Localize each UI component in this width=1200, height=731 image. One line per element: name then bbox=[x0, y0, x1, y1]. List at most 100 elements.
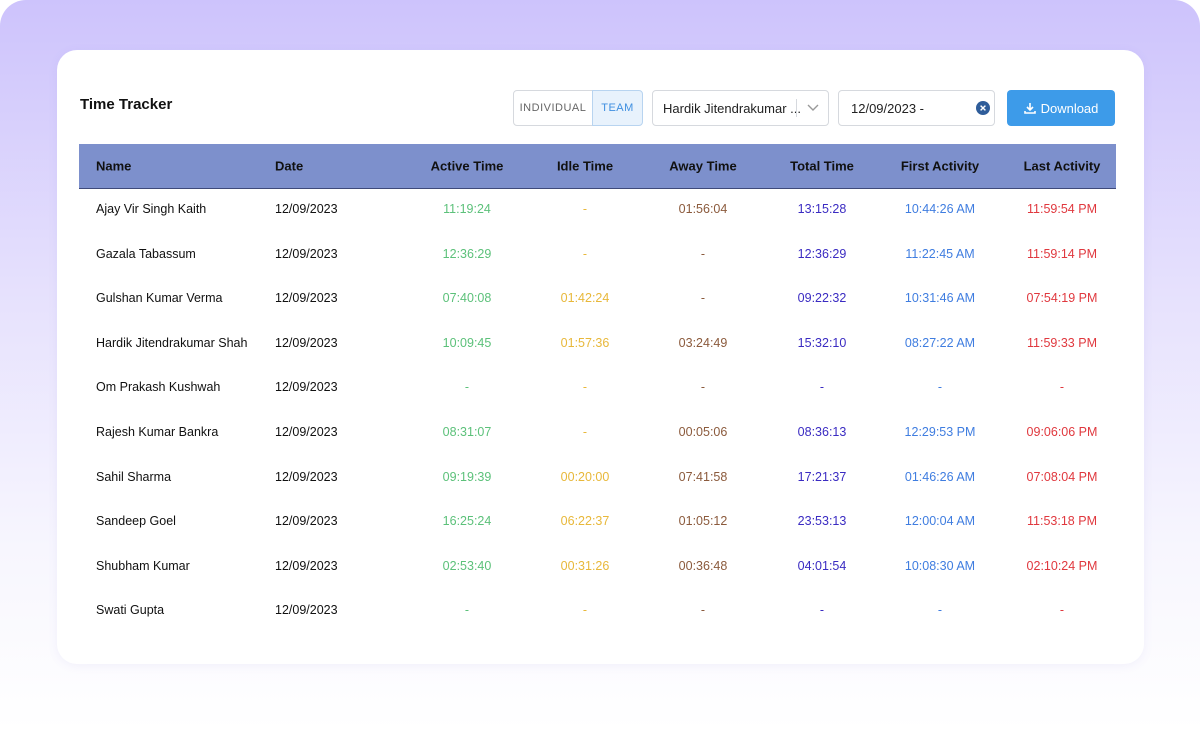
column-header: Name bbox=[96, 158, 132, 174]
download-button[interactable]: Download bbox=[1007, 90, 1115, 126]
table-cell: - bbox=[937, 380, 943, 395]
table-cell: 11:53:18 PM bbox=[1027, 514, 1097, 529]
table-cell: - bbox=[1059, 603, 1065, 618]
table-cell: 13:15:28 bbox=[797, 202, 847, 216]
table-cell: - bbox=[582, 202, 588, 216]
table-cell: 11:59:14 PM bbox=[1027, 246, 1097, 261]
table-cell: 10:44:26 AM bbox=[904, 202, 976, 216]
table-cell: 12:36:29 bbox=[442, 246, 492, 261]
chevron-icon bbox=[807, 104, 819, 111]
table-cell: Ajay Vir Singh Kaith bbox=[96, 202, 207, 216]
table-cell: 12/09/2023 bbox=[275, 380, 338, 395]
table-cell: 10:08:30 AM bbox=[904, 558, 976, 573]
table-cell: - bbox=[1059, 380, 1065, 395]
table-cell: 00:20:00 bbox=[560, 469, 610, 484]
table-cell: Rajesh Kumar Bankra bbox=[96, 425, 219, 439]
table-cell: Gazala Tabassum bbox=[96, 246, 196, 261]
column-header: Idle Time bbox=[556, 158, 614, 174]
table-cell: 00:31:26 bbox=[560, 558, 610, 573]
table-cell: 11:59:33 PM bbox=[1027, 335, 1097, 350]
table-cell: 23:53:13 bbox=[797, 514, 847, 529]
page-title: Time Tracker bbox=[80, 96, 173, 113]
table-cell: 03:24:49 bbox=[678, 335, 728, 350]
table-cell: 17:21:37 bbox=[797, 469, 847, 484]
table-cell: 00:36:48 bbox=[678, 558, 728, 573]
table-cell: 12:00:04 AM bbox=[904, 514, 976, 529]
column-header: Last Activity bbox=[1023, 158, 1101, 174]
table-cell: - bbox=[582, 425, 588, 439]
table-cell: 12/09/2023 bbox=[275, 425, 338, 439]
table-cell: 04:01:54 bbox=[797, 558, 847, 573]
date-text: 12/09/2023 - bbox=[851, 100, 925, 116]
table-cell: 10:09:45 bbox=[442, 335, 492, 350]
download-icon bbox=[1023, 103, 1036, 114]
table-cell: 12/09/2023 bbox=[275, 202, 338, 216]
table-cell: Hardik Jitendrakumar Shah bbox=[96, 335, 248, 350]
table-cell: 07:08:04 PM bbox=[1026, 469, 1098, 484]
table-cell: - bbox=[937, 603, 943, 618]
table-cell: Om Prakash Kushwah bbox=[96, 380, 221, 395]
table-cell: Sandeep Goel bbox=[96, 514, 176, 529]
table-cell: 12/09/2023 bbox=[275, 558, 338, 573]
table-cell: - bbox=[819, 603, 825, 618]
table-cell: 12/09/2023 bbox=[275, 335, 338, 350]
separator bbox=[796, 99, 797, 117]
table-cell: 16:25:24 bbox=[442, 514, 492, 529]
table-cell: Sahil Sharma bbox=[96, 469, 172, 484]
table-cell: - bbox=[700, 603, 706, 618]
table-cell: 12/09/2023 bbox=[275, 514, 338, 529]
table-cell: 12/09/2023 bbox=[275, 603, 338, 618]
table-cell: 09:22:32 bbox=[797, 291, 847, 306]
column-header: First Activity bbox=[900, 158, 980, 174]
table-cell: 12:29:53 PM bbox=[904, 425, 976, 439]
table-cell: 08:36:13 bbox=[797, 425, 847, 439]
table-cell: 11:59:54 PM bbox=[1027, 202, 1097, 216]
select-text: Hardik Jitendrakumar ... bbox=[663, 100, 801, 116]
table-cell: 01:46:26 AM bbox=[904, 469, 976, 484]
table-cell: Gulshan Kumar Verma bbox=[96, 291, 223, 306]
column-header: Active Time bbox=[430, 158, 504, 174]
table-cell: 01:57:36 bbox=[560, 335, 610, 350]
table-cell: 12/09/2023 bbox=[275, 246, 338, 261]
table-cell: 15:32:10 bbox=[797, 335, 847, 350]
column-header: Away Time bbox=[669, 158, 737, 174]
table-cell: 07:54:19 PM bbox=[1026, 291, 1098, 306]
table-cell: - bbox=[819, 380, 825, 395]
table-cell: - bbox=[464, 603, 470, 618]
table-cell: 12/09/2023 bbox=[275, 291, 338, 306]
table-cell: - bbox=[700, 291, 706, 306]
table-cell: - bbox=[582, 603, 588, 618]
download-label: Download bbox=[1040, 100, 1099, 116]
table-cell: 01:05:12 bbox=[678, 514, 728, 529]
user-select[interactable]: Hardik Jitendrakumar ... bbox=[652, 90, 829, 126]
table-cell: Shubham Kumar bbox=[96, 558, 190, 573]
table-cell: - bbox=[700, 380, 706, 395]
column-header: Total Time bbox=[790, 158, 854, 174]
table-cell: 10:31:46 AM bbox=[904, 291, 976, 306]
toggle-team[interactable]: TEAM bbox=[592, 90, 643, 126]
toggle-individual[interactable]: INDIVIDUAL bbox=[513, 90, 593, 126]
table-cell: 12/09/2023 bbox=[275, 469, 338, 484]
table-cell: - bbox=[700, 246, 706, 261]
table-header bbox=[79, 144, 1116, 189]
date-input[interactable]: 12/09/2023 - bbox=[838, 90, 995, 126]
table-cell: 02:10:24 PM bbox=[1026, 558, 1098, 573]
table-cell: Swati Gupta bbox=[96, 603, 165, 618]
table-cell: 11:22:45 AM bbox=[905, 246, 975, 261]
table-cell: 00:05:06 bbox=[678, 425, 728, 439]
table-cell: 09:19:39 bbox=[442, 469, 492, 484]
table-cell: 01:42:24 bbox=[560, 291, 610, 306]
table-cell: 12:36:29 bbox=[797, 246, 847, 261]
column-header: Date bbox=[275, 158, 304, 174]
table-cell: 07:40:08 bbox=[442, 291, 492, 306]
table-cell: 07:41:58 bbox=[678, 469, 728, 484]
table-cell: 06:22:37 bbox=[560, 514, 610, 529]
table-cell: - bbox=[464, 380, 470, 395]
table-cell: 11:19:24 bbox=[443, 202, 491, 216]
table-cell: - bbox=[582, 380, 588, 395]
clear-icon[interactable] bbox=[976, 101, 990, 115]
table-cell: - bbox=[582, 246, 588, 261]
table-cell: 08:27:22 AM bbox=[904, 335, 976, 350]
table-cell: 08:31:07 bbox=[442, 425, 492, 439]
